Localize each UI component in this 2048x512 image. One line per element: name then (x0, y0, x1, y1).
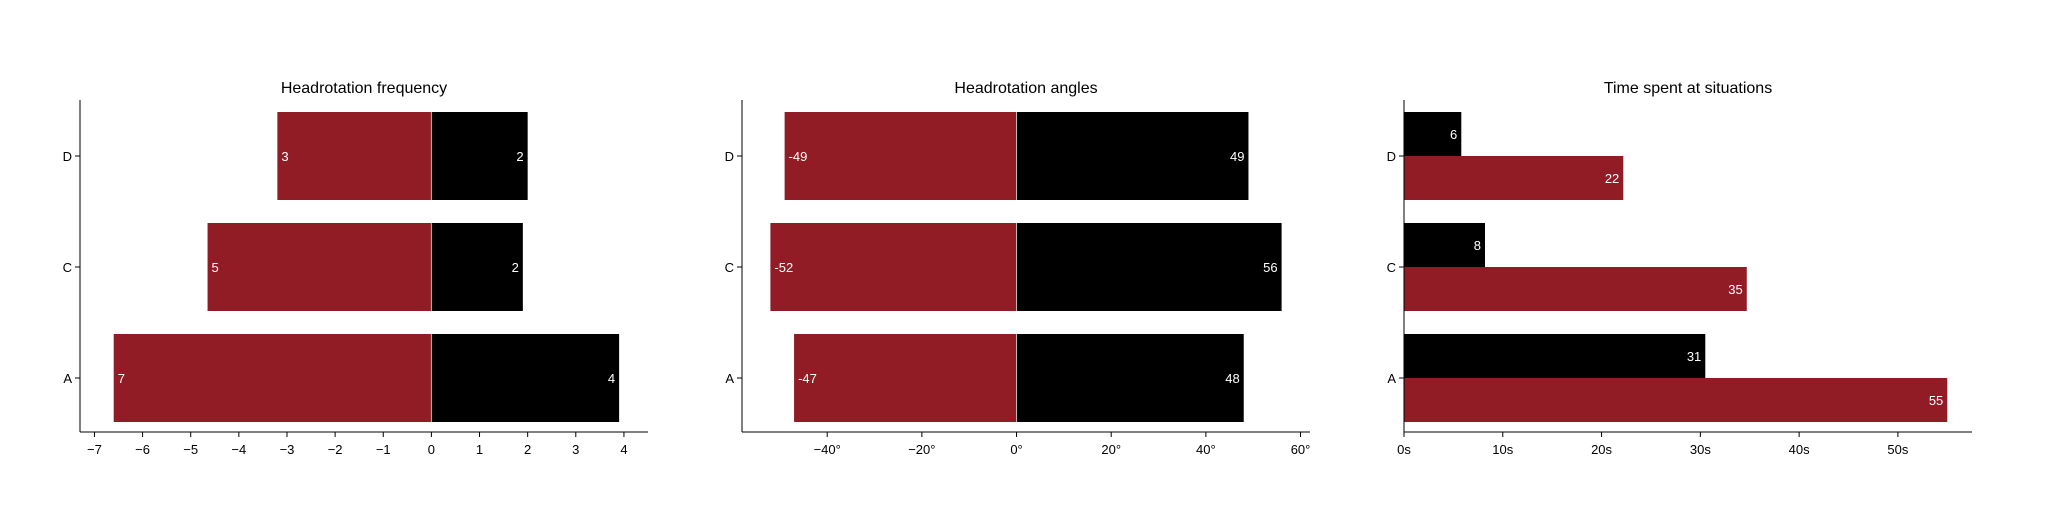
x-tick-label: 0° (1010, 442, 1022, 457)
bar-D-s1 (431, 112, 528, 200)
x-tick-label: −5 (183, 442, 198, 457)
bar-A-s0 (1404, 334, 1706, 378)
data-label: -52 (774, 260, 793, 275)
bar-C-s1 (1016, 223, 1282, 311)
bar-A-s1 (1016, 334, 1244, 422)
data-label: 5 (212, 260, 219, 275)
chart-panel-1: Headrotation frequency 7 5 3 4 2 2 A C D −7 −6 −5 −4 −… (63, 80, 648, 457)
x-tick-label: −4 (231, 442, 246, 457)
data-label: 2 (516, 149, 523, 164)
x-tick-label: −3 (280, 442, 295, 457)
chart-panel-2: Headrotation angles -47 -52 -49 48 56 49 A C D −40… (725, 80, 1311, 457)
bar-A-s1 (431, 334, 620, 422)
x-tick-label: 60° (1291, 442, 1311, 457)
x-tick-label: −40° (814, 442, 841, 457)
x-tick-label: −20° (908, 442, 935, 457)
y-tick-label: D (1387, 149, 1396, 164)
bar-C-s0 (1404, 223, 1486, 267)
data-label: 4 (608, 371, 615, 386)
x-tick-label: 40s (1789, 442, 1810, 457)
data-label: 49 (1230, 149, 1244, 164)
x-tick-label: 40° (1196, 442, 1216, 457)
y-tick-label: A (725, 371, 734, 386)
bar-A-s1 (1404, 378, 1948, 422)
data-label: 8 (1474, 238, 1481, 253)
y-tick-label: C (63, 260, 72, 275)
chart-title: Headrotation frequency (281, 80, 447, 97)
bar-C-s1 (1404, 267, 1747, 311)
bar-D-s0 (784, 112, 1017, 200)
x-tick-label: 2 (524, 442, 531, 457)
y-tick-label: C (1387, 260, 1396, 275)
data-label: 55 (1929, 393, 1943, 408)
bar-A-s0 (794, 334, 1017, 422)
x-tick-label: 50s (1887, 442, 1908, 457)
x-tick-label: 20° (1101, 442, 1121, 457)
data-label: 2 (512, 260, 519, 275)
y-tick-label: D (725, 149, 734, 164)
y-tick-label: A (1387, 371, 1396, 386)
x-tick-label: 0s (1397, 442, 1411, 457)
x-tick-label: −6 (135, 442, 150, 457)
data-label: 7 (118, 371, 125, 386)
x-tick-label: 0 (428, 442, 435, 457)
x-tick-label: 10s (1492, 442, 1513, 457)
chart-title: Time spent at situations (1604, 80, 1772, 97)
bar-A-s0 (113, 334, 432, 422)
bar-D-s1 (1404, 156, 1624, 200)
data-label: -49 (789, 149, 808, 164)
y-tick-label: D (63, 149, 72, 164)
x-tick-label: 3 (572, 442, 579, 457)
x-tick-label: 4 (620, 442, 627, 457)
data-label: -47 (798, 371, 817, 386)
data-label: 48 (1225, 371, 1239, 386)
data-label: 56 (1263, 260, 1277, 275)
data-label: 22 (1605, 171, 1619, 186)
x-tick-label: 30s (1690, 442, 1711, 457)
bar-D-s0 (277, 112, 432, 200)
x-tick-label: 1 (476, 442, 483, 457)
data-label: 6 (1450, 127, 1457, 142)
bar-C-s0 (770, 223, 1017, 311)
x-tick-label: −1 (376, 442, 391, 457)
chart-title: Headrotation angles (954, 80, 1097, 97)
bar-D-s1 (1016, 112, 1249, 200)
chart-panel-3: Time spent at situations 31 8 6 55 35 22 A C D 0s 1… (1387, 80, 1972, 457)
x-tick-label: −7 (87, 442, 102, 457)
bar-D-s0 (1404, 112, 1462, 156)
y-tick-label: A (63, 371, 72, 386)
data-label: 3 (281, 149, 288, 164)
data-label: 35 (1728, 282, 1742, 297)
bar-C-s1 (431, 223, 523, 311)
y-tick-label: C (725, 260, 734, 275)
x-tick-label: 20s (1591, 442, 1612, 457)
data-label: 31 (1687, 349, 1701, 364)
x-tick-label: −2 (328, 442, 343, 457)
bar-C-s0 (207, 223, 432, 311)
